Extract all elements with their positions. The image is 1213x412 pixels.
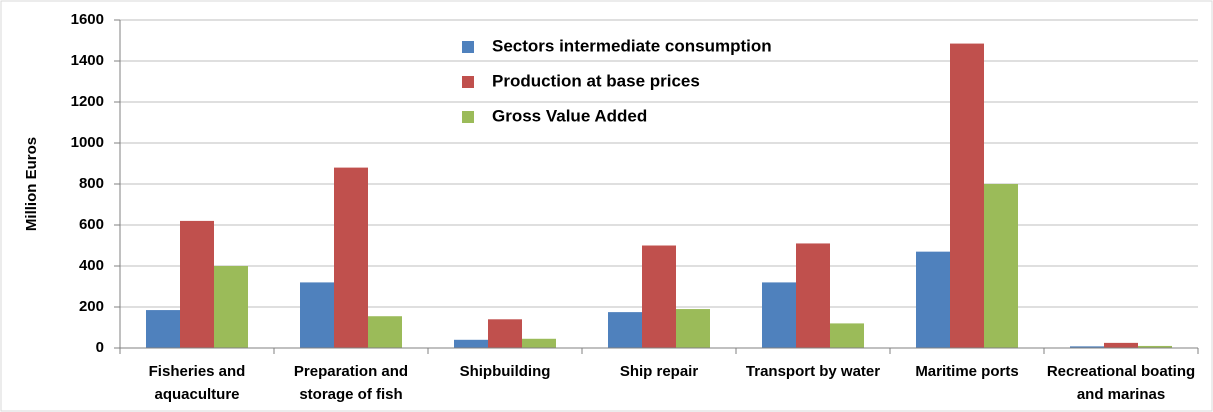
bar bbox=[676, 309, 710, 348]
legend-label: Gross Value Added bbox=[492, 106, 647, 125]
bar bbox=[300, 282, 334, 348]
y-tick-label: 400 bbox=[79, 257, 104, 274]
y-tick-label: 1400 bbox=[71, 52, 104, 69]
bar bbox=[368, 316, 402, 348]
bar bbox=[830, 323, 864, 348]
bar bbox=[334, 167, 368, 348]
bar bbox=[146, 310, 180, 348]
legend-label: Production at base prices bbox=[492, 71, 700, 90]
bar bbox=[1104, 342, 1138, 348]
bar bbox=[522, 338, 556, 348]
y-tick-label: 0 bbox=[96, 339, 104, 356]
x-tick-label: Shipbuilding bbox=[459, 363, 551, 380]
bar bbox=[454, 339, 488, 348]
bar bbox=[916, 251, 950, 348]
y-axis-label: Million Euros bbox=[23, 137, 40, 231]
bar bbox=[984, 184, 1018, 348]
bar bbox=[950, 43, 984, 348]
y-tick-label: 600 bbox=[79, 216, 104, 233]
bar bbox=[1070, 346, 1104, 348]
x-tick-label: Maritime ports bbox=[915, 363, 1019, 380]
legend-swatch bbox=[462, 41, 474, 53]
bar bbox=[608, 312, 642, 348]
y-tick-label: 1000 bbox=[71, 134, 104, 151]
y-tick-label: 1200 bbox=[71, 93, 104, 110]
y-tick-label: 200 bbox=[79, 298, 104, 315]
legend-swatch bbox=[462, 111, 474, 123]
y-tick-label: 1600 bbox=[71, 11, 104, 28]
bar bbox=[488, 319, 522, 348]
bar bbox=[180, 220, 214, 348]
bar bbox=[1138, 345, 1172, 348]
bar bbox=[796, 243, 830, 348]
bar bbox=[214, 266, 248, 348]
legend-swatch bbox=[462, 76, 474, 88]
legend-label: Sectors intermediate consumption bbox=[492, 36, 772, 55]
x-tick-label: Recreational boating and marinas bbox=[1046, 363, 1196, 403]
bar bbox=[642, 245, 676, 348]
x-tick-label: Preparation and storage of fish bbox=[293, 363, 409, 403]
x-tick-label: Fisheries and aquaculture bbox=[148, 363, 246, 403]
y-tick-label: 800 bbox=[79, 175, 104, 192]
bar bbox=[762, 282, 796, 348]
x-tick-label: Transport by water bbox=[745, 363, 881, 380]
x-tick-label: Ship repair bbox=[619, 363, 699, 380]
